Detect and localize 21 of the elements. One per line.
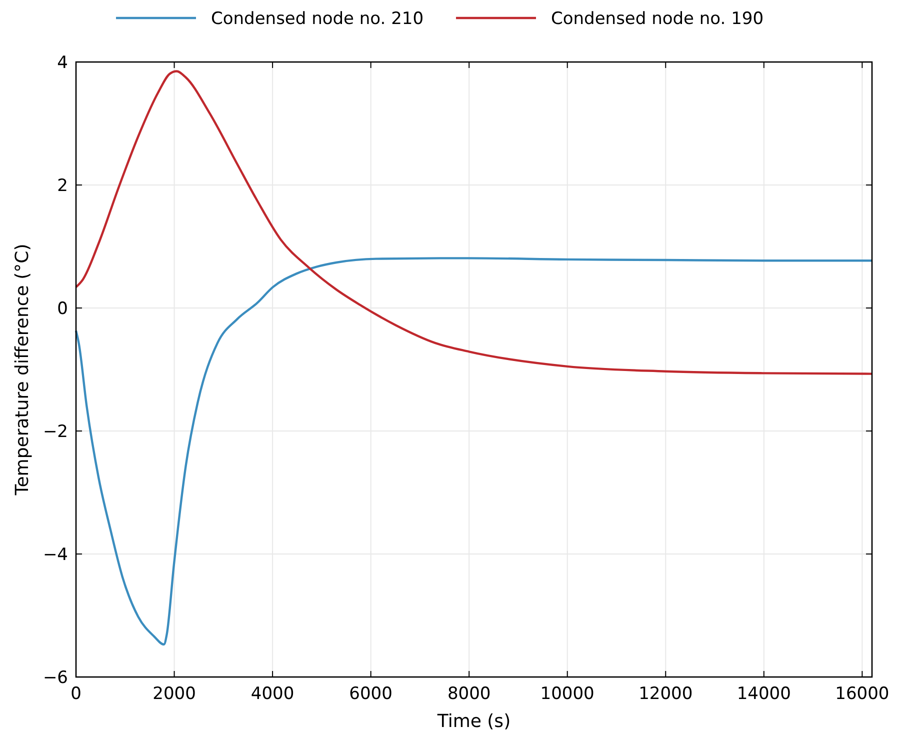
y-tick-label: −6 [42, 668, 68, 688]
line-series [74, 70, 874, 375]
x-tick-label: 8000 [447, 684, 491, 704]
x-tick-label: 4000 [250, 684, 294, 704]
x-tick-label: 2000 [152, 684, 196, 704]
y-tick-label: 0 [57, 299, 68, 319]
y-axis-title: Temperature difference (°C) [12, 244, 33, 496]
legend-label: Condensed node no. 210 [211, 9, 424, 29]
y-tick-label: −2 [42, 422, 68, 442]
line-series [74, 257, 874, 646]
x-tick-label: 12000 [638, 684, 693, 704]
x-axis-title: Time (s) [436, 711, 511, 732]
y-tick-label: 4 [57, 53, 68, 73]
x-tick-label: 6000 [349, 684, 392, 704]
x-tick-label: 10000 [540, 684, 594, 704]
y-tick-label: 2 [57, 176, 68, 196]
x-tick-label: 16000 [835, 684, 890, 704]
x-tick-label: 0 [70, 684, 82, 704]
x-tick-label: 14000 [736, 684, 791, 704]
legend-label: Condensed node no. 190 [551, 9, 764, 29]
y-tick-label: −4 [42, 545, 68, 565]
